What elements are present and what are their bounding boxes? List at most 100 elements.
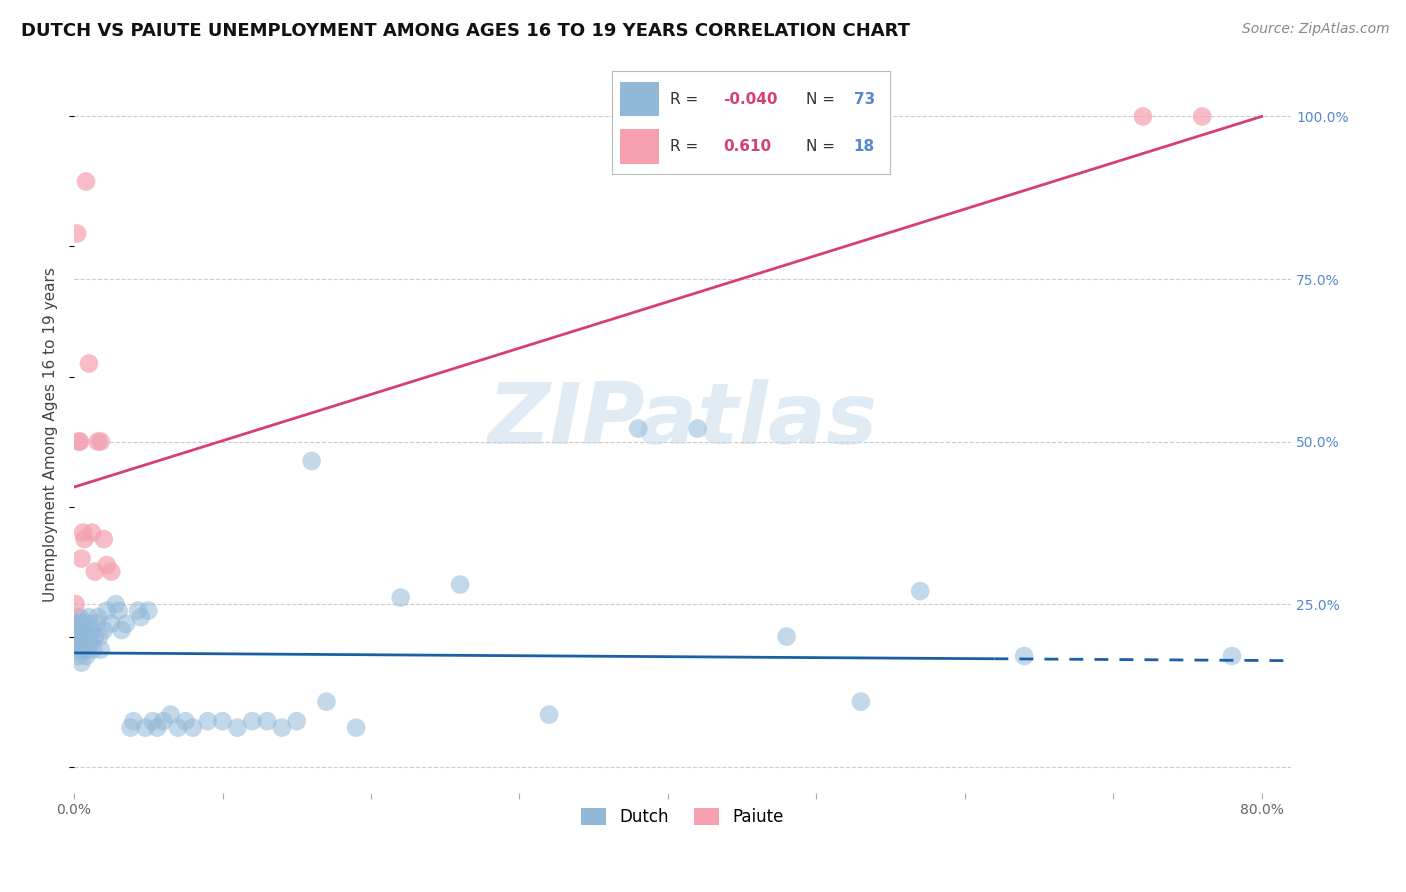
Point (76, 616, 98, 631)
Point (73, 532, 96, 546)
Point (70, 656, 93, 670)
Point (122, 714, 145, 728)
Point (66, 610, 89, 624)
Point (67, 649, 90, 664)
Point (72, 630, 94, 644)
Point (301, 454, 323, 468)
Point (93, 623, 115, 637)
Point (75, 630, 97, 644)
Point (389, 591, 412, 605)
Point (69, 636, 91, 650)
Point (83, 630, 105, 644)
Point (271, 721, 294, 735)
Point (72, 642, 94, 657)
Point (73, 623, 96, 637)
Point (100, 616, 122, 631)
Point (449, 577, 471, 591)
Point (129, 610, 152, 624)
Point (538, 707, 561, 722)
Point (110, 623, 132, 637)
Point (82, 642, 104, 657)
Point (96, 558, 118, 573)
Point (70, 636, 93, 650)
Text: ZIPatlas: ZIPatlas (488, 379, 877, 462)
Text: R =: R = (671, 139, 703, 153)
Point (775, 630, 797, 644)
Point (115, 616, 138, 631)
Point (344, 721, 367, 735)
Point (159, 707, 181, 722)
Text: 18: 18 (853, 139, 875, 153)
Point (70, 616, 93, 631)
Point (73, 636, 96, 650)
Point (83, 565, 105, 579)
Point (65, 636, 87, 650)
Point (134, 721, 156, 735)
Point (127, 604, 149, 618)
Point (65, 616, 87, 631)
Text: DUTCH VS PAIUTE UNEMPLOYMENT AMONG AGES 16 TO 19 YEARS CORRELATION CHART: DUTCH VS PAIUTE UNEMPLOYMENT AMONG AGES … (21, 22, 910, 40)
Point (100, 565, 122, 579)
Point (77, 610, 100, 624)
Point (211, 714, 233, 728)
Bar (620, 128, 659, 163)
Point (70, 551, 93, 566)
Point (1132, 110, 1154, 124)
Point (89, 630, 111, 644)
Text: 0.610: 0.610 (723, 139, 770, 153)
Point (256, 714, 278, 728)
Point (120, 721, 142, 735)
Point (107, 604, 129, 618)
Point (686, 421, 709, 435)
Y-axis label: Unemployment Among Ages 16 to 19 years: Unemployment Among Ages 16 to 19 years (44, 268, 58, 602)
Point (69, 434, 91, 449)
Point (181, 721, 204, 735)
Point (87, 610, 110, 624)
Point (104, 597, 127, 611)
Point (96, 604, 118, 618)
Point (69, 623, 91, 637)
Point (69, 610, 91, 624)
Point (315, 695, 337, 709)
Point (66, 227, 89, 241)
Point (86, 616, 108, 631)
Point (146, 721, 169, 735)
Point (67, 630, 90, 644)
Point (1220, 649, 1243, 664)
Text: Source: ZipAtlas.com: Source: ZipAtlas.com (1241, 22, 1389, 37)
Point (167, 721, 190, 735)
Bar (620, 81, 659, 117)
Point (80, 623, 103, 637)
Point (152, 714, 174, 728)
Point (1012, 649, 1035, 664)
Point (240, 714, 263, 728)
Text: N =: N = (807, 92, 841, 106)
Point (80, 525, 103, 540)
Point (1191, 110, 1213, 124)
Point (142, 714, 165, 728)
Point (87, 434, 110, 449)
Point (90, 434, 112, 449)
Point (65, 630, 87, 644)
Point (90, 642, 112, 657)
Point (76, 642, 98, 657)
Point (75, 174, 97, 188)
Point (65, 597, 87, 611)
Text: R =: R = (671, 92, 703, 106)
Point (77, 630, 100, 644)
Point (849, 695, 872, 709)
Point (136, 604, 159, 618)
Point (908, 584, 931, 599)
Point (66, 642, 89, 657)
Point (66, 623, 89, 637)
Point (72, 525, 94, 540)
Point (226, 721, 249, 735)
Text: 73: 73 (853, 92, 875, 106)
Point (67, 616, 90, 631)
Point (197, 714, 219, 728)
Text: N =: N = (807, 139, 841, 153)
Point (285, 714, 308, 728)
Point (627, 421, 650, 435)
Point (93, 532, 115, 546)
Point (67, 434, 90, 449)
